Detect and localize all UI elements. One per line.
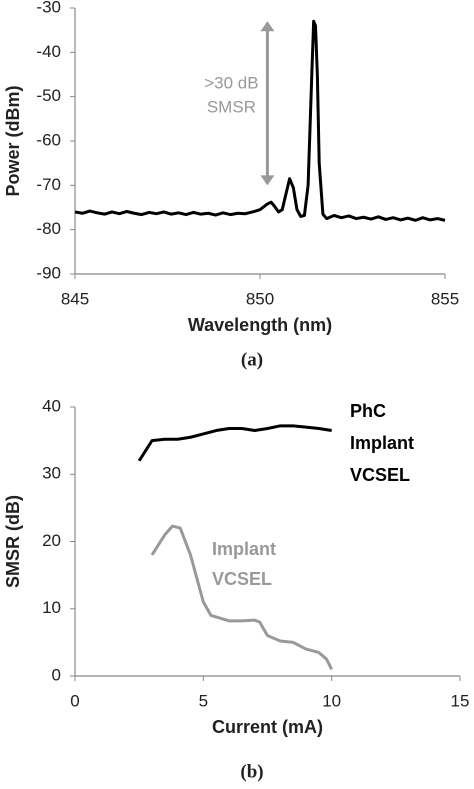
y-tick-label: -70 xyxy=(36,175,61,194)
x-tick-label: 5 xyxy=(199,691,208,710)
arrow-head xyxy=(260,175,275,186)
y-tick-label: -60 xyxy=(36,130,61,149)
annotation-text: >30 dB xyxy=(204,73,258,92)
x-tick-label: 855 xyxy=(431,289,459,308)
arrow-head xyxy=(260,21,275,32)
y-tick-label: -30 xyxy=(36,0,61,16)
data-line xyxy=(74,19,446,222)
x-tick-label: 10 xyxy=(322,691,341,710)
x-tick-label: 0 xyxy=(70,691,79,710)
y-tick-label: 40 xyxy=(42,396,61,415)
x-axis-label: Current (mA) xyxy=(212,717,323,737)
y-tick-label: -40 xyxy=(36,42,61,61)
y-tick-label: -80 xyxy=(36,219,61,238)
y-tick-label: 10 xyxy=(42,598,61,617)
y-tick-label: 30 xyxy=(42,464,61,483)
series-label: VCSEL xyxy=(212,569,272,589)
x-axis-label: Wavelength (nm) xyxy=(188,315,332,335)
caption: (b) xyxy=(240,761,263,782)
x-tick-label: 850 xyxy=(246,289,274,308)
series-label: VCSEL xyxy=(350,465,410,485)
y-tick-label: 20 xyxy=(42,531,61,550)
data-line xyxy=(137,424,332,462)
caption: (a) xyxy=(241,349,263,370)
data-line xyxy=(150,524,334,670)
y-axis-label: Power (dBm) xyxy=(3,85,23,196)
annotation-text: SMSR xyxy=(207,97,256,116)
y-axis-label: SMSR (dB) xyxy=(3,495,23,588)
series-label: PhC xyxy=(350,401,386,421)
series-label: Implant xyxy=(350,433,414,453)
y-tick-label: -50 xyxy=(36,86,61,105)
x-tick-label: 845 xyxy=(61,289,89,308)
y-tick-label: -90 xyxy=(36,263,61,282)
y-tick-label: 0 xyxy=(52,665,61,684)
x-tick-label: 15 xyxy=(451,691,470,710)
series-label: Implant xyxy=(212,539,276,559)
